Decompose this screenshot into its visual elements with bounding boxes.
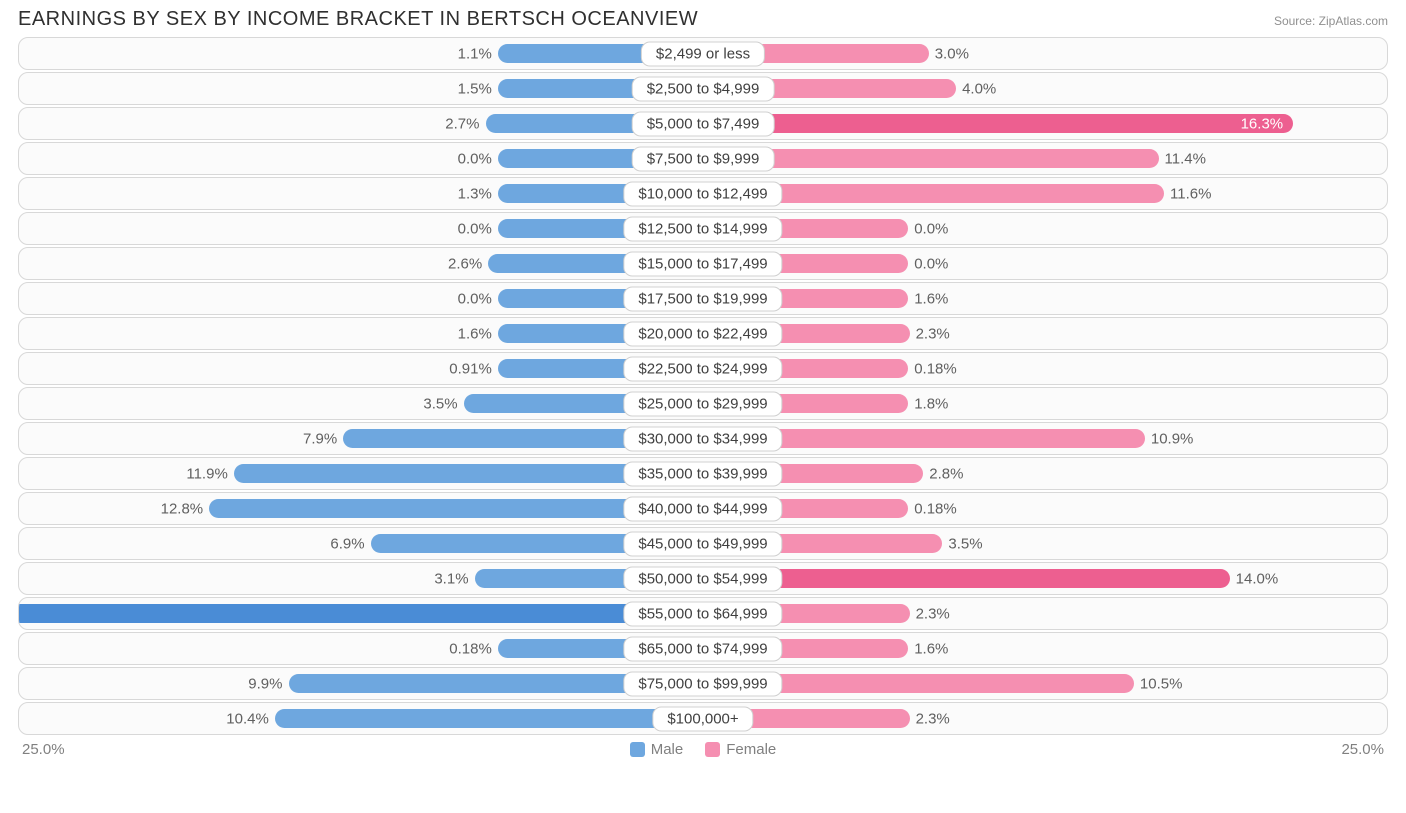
legend-male-label: Male xyxy=(651,741,684,758)
category-label: $55,000 to $64,999 xyxy=(623,601,782,626)
value-male: 1.5% xyxy=(458,80,492,97)
value-male: 7.9% xyxy=(303,430,337,447)
value-male: 1.1% xyxy=(458,45,492,62)
category-label: $2,500 to $4,999 xyxy=(632,76,775,101)
chart-row: $5,000 to $7,499 2.7% 16.3% xyxy=(18,107,1388,140)
chart-source: Source: ZipAtlas.com xyxy=(1274,14,1388,28)
legend: Male Female xyxy=(630,741,777,758)
category-label: $45,000 to $49,999 xyxy=(623,531,782,556)
value-male: 0.0% xyxy=(458,290,492,307)
category-label: $65,000 to $74,999 xyxy=(623,636,782,661)
value-female: 3.5% xyxy=(948,535,982,552)
category-label: $12,500 to $14,999 xyxy=(623,216,782,241)
category-label: $15,000 to $17,499 xyxy=(623,251,782,276)
value-female: 2.8% xyxy=(929,465,963,482)
legend-female: Female xyxy=(705,741,776,758)
chart-row: $2,500 to $4,999 1.5% 4.0% xyxy=(18,72,1388,105)
value-female: 10.5% xyxy=(1140,675,1183,692)
value-male: 9.9% xyxy=(248,675,282,692)
value-male: 2.6% xyxy=(448,255,482,272)
value-male: 10.4% xyxy=(226,710,269,727)
value-female: 3.0% xyxy=(935,45,969,62)
category-label: $35,000 to $39,999 xyxy=(623,461,782,486)
value-female: 1.6% xyxy=(914,290,948,307)
value-female: 0.0% xyxy=(914,255,948,272)
chart-row: $15,000 to $17,499 2.6% 0.0% xyxy=(18,247,1388,280)
bar-male xyxy=(275,709,703,728)
value-male: 0.0% xyxy=(458,220,492,237)
value-female: 0.18% xyxy=(914,500,957,517)
value-male: 0.91% xyxy=(449,360,492,377)
bar-female xyxy=(703,114,1293,133)
value-female: 4.0% xyxy=(962,80,996,97)
value-female: 0.0% xyxy=(914,220,948,237)
legend-female-label: Female xyxy=(726,741,776,758)
axis-max-left: 25.0% xyxy=(22,741,65,758)
chart-title: EARNINGS BY SEX BY INCOME BRACKET IN BER… xyxy=(18,8,698,31)
chart-row: $22,500 to $24,999 0.91% 0.18% xyxy=(18,352,1388,385)
value-male: 3.1% xyxy=(434,570,468,587)
legend-male: Male xyxy=(630,741,684,758)
value-female: 14.0% xyxy=(1236,570,1279,587)
category-label: $5,000 to $7,499 xyxy=(632,111,775,136)
value-female: 11.4% xyxy=(1165,150,1206,167)
category-label: $100,000+ xyxy=(652,706,753,731)
value-female: 1.6% xyxy=(914,640,948,657)
chart-body: $2,499 or less 1.1% 3.0% $2,500 to $4,999 1.… xyxy=(0,37,1406,735)
chart-row: $7,500 to $9,999 0.0% 11.4% xyxy=(18,142,1388,175)
chart-row: $75,000 to $99,999 9.9% 10.5% xyxy=(18,667,1388,700)
value-female: 0.18% xyxy=(914,360,957,377)
chart-row: $20,000 to $22,499 1.6% 2.3% xyxy=(18,317,1388,350)
value-male: 1.3% xyxy=(458,185,492,202)
chart-row: $100,000+ 10.4% 2.3% xyxy=(18,702,1388,735)
axis-max-right: 25.0% xyxy=(1341,741,1384,758)
chart-row: $17,500 to $19,999 0.0% 1.6% xyxy=(18,282,1388,315)
legend-male-swatch xyxy=(630,742,645,757)
chart-row: $10,000 to $12,499 1.3% 11.6% xyxy=(18,177,1388,210)
category-label: $40,000 to $44,999 xyxy=(623,496,782,521)
category-label: $17,500 to $19,999 xyxy=(623,286,782,311)
value-female: 16.3% xyxy=(1241,115,1284,132)
category-label: $20,000 to $22,499 xyxy=(623,321,782,346)
value-female: 10.9% xyxy=(1151,430,1194,447)
chart-row: $45,000 to $49,999 6.9% 3.5% xyxy=(18,527,1388,560)
value-male: 0.18% xyxy=(449,640,492,657)
chart-row: $25,000 to $29,999 3.5% 1.8% xyxy=(18,387,1388,420)
chart-row: $40,000 to $44,999 12.8% 0.18% xyxy=(18,492,1388,525)
chart-row: $12,500 to $14,999 0.0% 0.0% xyxy=(18,212,1388,245)
value-male: 11.9% xyxy=(186,465,227,482)
chart-row: $2,499 or less 1.1% 3.0% xyxy=(18,37,1388,70)
value-male: 0.0% xyxy=(458,150,492,167)
value-male: 2.7% xyxy=(445,115,479,132)
category-label: $2,499 or less xyxy=(641,41,765,66)
category-label: $22,500 to $24,999 xyxy=(623,356,782,381)
chart-row: $55,000 to $64,99921.9%2.3% xyxy=(18,597,1388,630)
value-female: 1.8% xyxy=(914,395,948,412)
category-label: $7,500 to $9,999 xyxy=(632,146,775,171)
chart-footer: 25.0% Male Female 25.0% xyxy=(0,737,1406,758)
value-female: 11.6% xyxy=(1170,185,1211,202)
category-label: $50,000 to $54,999 xyxy=(623,566,782,591)
category-label: $10,000 to $12,499 xyxy=(623,181,782,206)
category-label: $25,000 to $29,999 xyxy=(623,391,782,416)
chart-row: $35,000 to $39,999 11.9% 2.8% xyxy=(18,457,1388,490)
category-label: $30,000 to $34,999 xyxy=(623,426,782,451)
chart-row: $30,000 to $34,999 7.9% 10.9% xyxy=(18,422,1388,455)
value-male: 3.5% xyxy=(423,395,457,412)
value-female: 2.3% xyxy=(916,710,950,727)
legend-female-swatch xyxy=(705,742,720,757)
chart-row: $50,000 to $54,999 3.1% 14.0% xyxy=(18,562,1388,595)
value-female: 2.3% xyxy=(916,605,950,622)
chart-row: $65,000 to $74,999 0.18% 1.6% xyxy=(18,632,1388,665)
value-female: 2.3% xyxy=(916,325,950,342)
category-label: $75,000 to $99,999 xyxy=(623,671,782,696)
bar-male xyxy=(18,604,703,623)
value-male: 6.9% xyxy=(330,535,364,552)
value-male: 12.8% xyxy=(161,500,204,517)
value-male: 1.6% xyxy=(458,325,492,342)
chart-header: EARNINGS BY SEX BY INCOME BRACKET IN BER… xyxy=(0,0,1406,37)
